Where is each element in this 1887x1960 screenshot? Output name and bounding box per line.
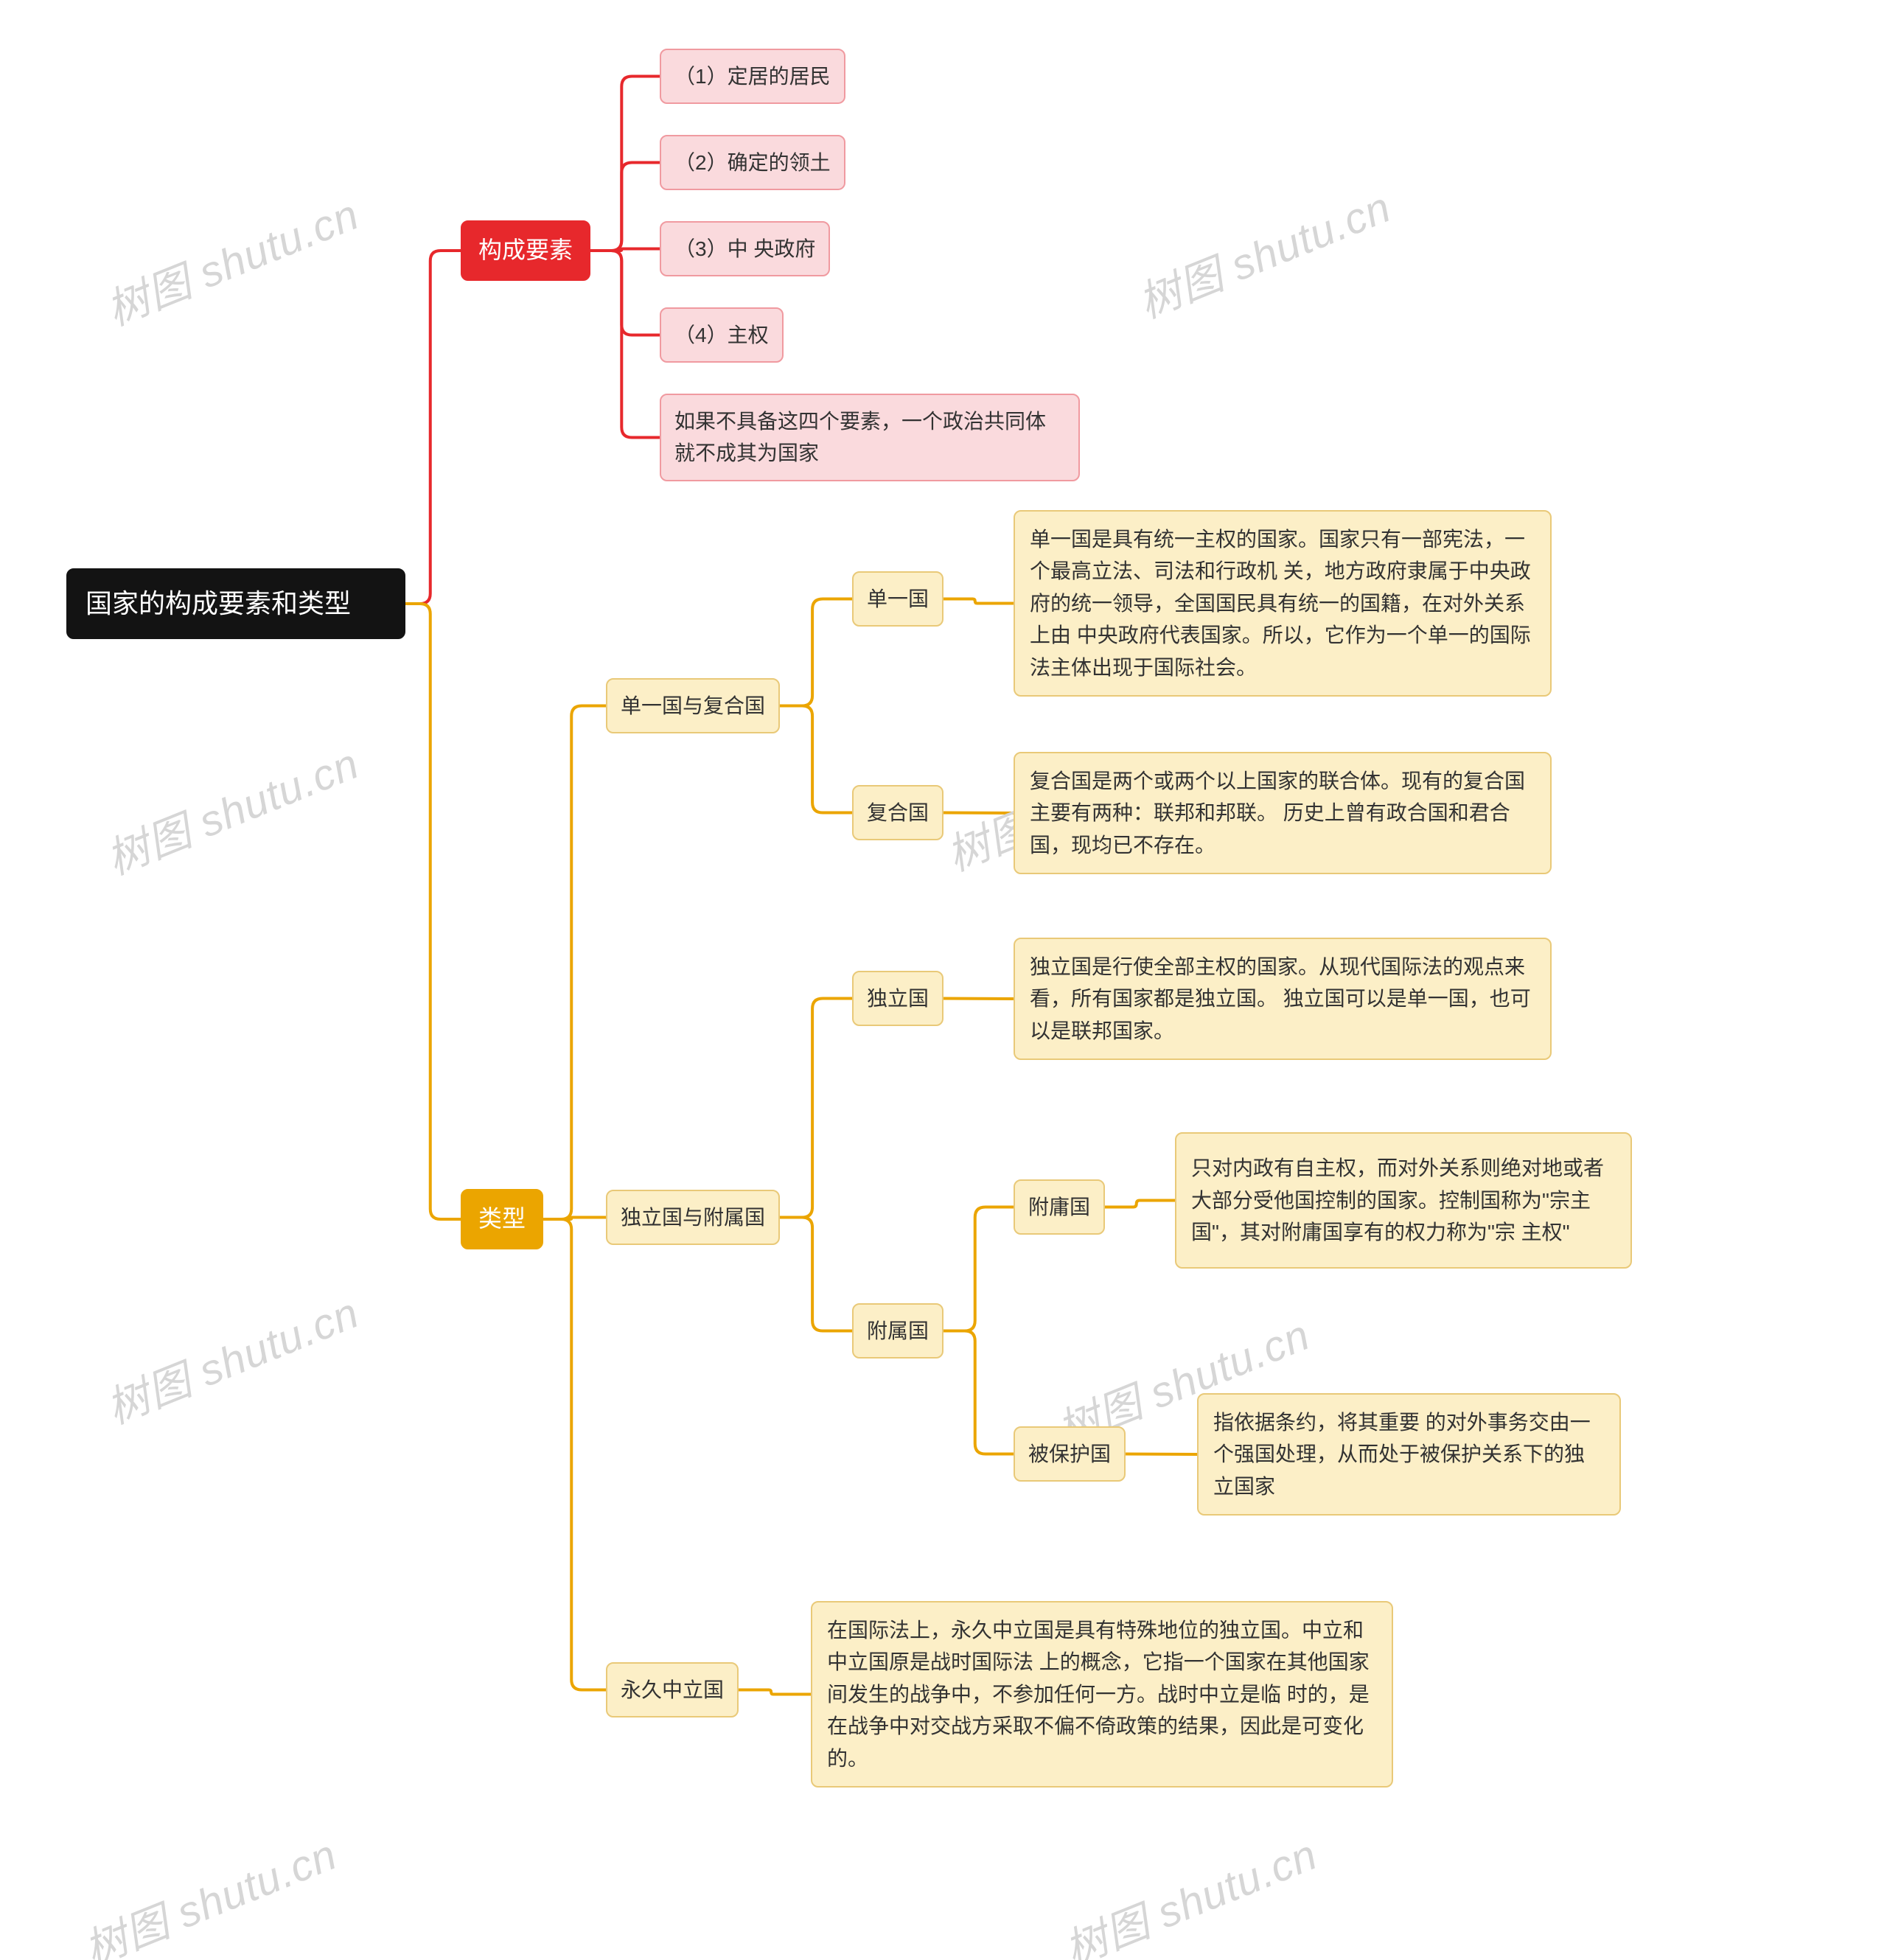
node-b2b2b: 被保护国: [1014, 1426, 1126, 1482]
edge-b2a1-b2a1d: [944, 599, 1014, 604]
node-b2b2bd: 指依据条约，将其重要 的对外事务交由一个强国处理，从而处于被保护关系下的独立国家: [1197, 1393, 1621, 1516]
mindmap-canvas: 树图 shutu.cn 树图 shutu.cn 树图 shutu.cn 树图 shut…: [0, 0, 1887, 1960]
node-b1: 构成要素: [461, 220, 590, 281]
edge-b2b2a-b2b2ad: [1105, 1201, 1175, 1207]
node-b1c1: （1）定居的居民: [660, 49, 845, 104]
node-b2a2d: 复合国是两个或两个以上国家的联合体。现有的复合国主要有两种：联邦和邦联。 历史上…: [1014, 752, 1552, 874]
node-root: 国家的构成要素和类型: [66, 568, 405, 639]
node-b2a2: 复合国: [852, 785, 944, 840]
node-b1c5: 如果不具备这四个要素，一个政治共同体就不成其为国家: [660, 394, 1080, 481]
node-b1c3: （3）中 央政府: [660, 221, 830, 276]
edge-b1-b1c2: [590, 163, 660, 251]
edge-b2-b2c: [543, 1219, 606, 1690]
edge-b2c-b2cd: [739, 1690, 811, 1695]
edge-b2-b2b: [543, 1218, 606, 1220]
edge-root-b1: [405, 251, 461, 604]
edge-b2b2-b2b2a: [944, 1207, 1014, 1331]
node-b2b1: 独立国: [852, 971, 944, 1026]
node-b2b2a: 附庸国: [1014, 1179, 1105, 1235]
node-b1c4: （4）主权: [660, 307, 784, 363]
node-b2b2ad: 只对内政有自主权，而对外关系则绝对地或者大部分受他国控制的国家。控制国称为"宗主…: [1175, 1132, 1632, 1269]
node-b2b: 独立国与附属国: [606, 1190, 780, 1245]
edge-b2b-b2b2: [780, 1218, 852, 1331]
watermark: 树图 shutu.cn: [96, 1278, 366, 1436]
watermark: 树图 shutu.cn: [96, 729, 366, 887]
edge-b2-b2a: [543, 706, 606, 1220]
node-b2: 类型: [461, 1189, 543, 1249]
edge-b1-b1c1: [590, 77, 660, 251]
node-b2a: 单一国与复合国: [606, 678, 780, 733]
node-b2b2: 附属国: [852, 1303, 944, 1359]
watermark: 树图 shutu.cn: [74, 1820, 344, 1960]
watermark: 树图 shutu.cn: [1054, 1820, 1325, 1960]
edge-b2a2-b2a2d: [944, 813, 1014, 814]
node-b2a1: 单一国: [852, 571, 944, 627]
node-b2b1d: 独立国是行使全部主权的国家。从现代国际法的观点来看，所有国家都是独立国。 独立国…: [1014, 938, 1552, 1060]
node-b2cd: 在国际法上，永久中立国是具有特殊地位的独立国。中立和中立国原是战时国际法 上的概…: [811, 1601, 1393, 1788]
edge-b1-b1c5: [590, 251, 660, 438]
watermark: 树图 shutu.cn: [1128, 172, 1398, 330]
node-b2c: 永久中立国: [606, 1662, 739, 1717]
node-b2a1d: 单一国是具有统一主权的国家。国家只有一部宪法，一个最高立法、司法和行政机 关，地…: [1014, 510, 1552, 697]
edge-b2b1-b2b1d: [944, 999, 1014, 1000]
edge-b1-b1c4: [590, 251, 660, 335]
node-b1c2: （2）确定的领土: [660, 135, 845, 190]
edge-b1-b1c3: [590, 249, 660, 251]
edge-b2b2b-b2b2bd: [1126, 1454, 1197, 1455]
edge-b2b2-b2b2b: [944, 1331, 1014, 1454]
watermark: 树图 shutu.cn: [96, 180, 366, 338]
edge-b2a-b2a1: [780, 599, 852, 706]
edge-b2b-b2b1: [780, 999, 852, 1218]
edge-root-b2: [405, 604, 461, 1219]
edge-b2a-b2a2: [780, 706, 852, 813]
